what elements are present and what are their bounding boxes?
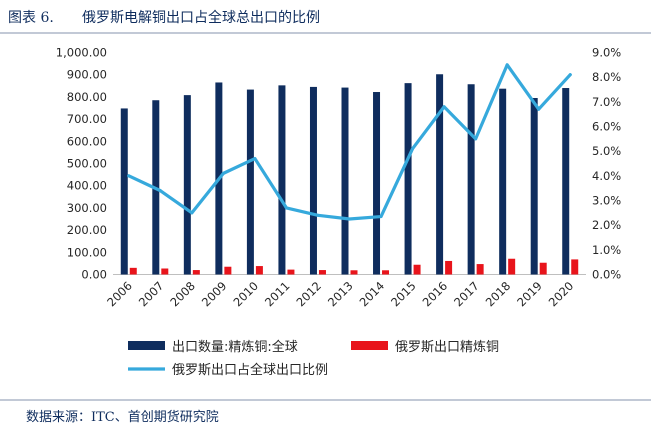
line-point <box>505 63 509 67</box>
x-tick-label: 2018 <box>483 279 514 310</box>
bar-russia-export <box>382 270 390 275</box>
line-point <box>442 105 446 109</box>
y-right-tick-label: 8.0% <box>592 70 621 84</box>
line-point <box>474 137 478 141</box>
bar-global-export <box>246 89 254 275</box>
line-point <box>316 213 320 217</box>
y-right-tick-label: 4.0% <box>592 169 621 183</box>
legend-label: 出口数量:精炼铜:全球 <box>172 339 298 355</box>
line-point <box>379 215 383 219</box>
y-left-tick-label: 800.00 <box>67 90 107 104</box>
bar-russia-export <box>413 264 421 275</box>
bar-russia-export <box>287 269 295 275</box>
bar-russia-export <box>161 268 169 275</box>
legend-label: 俄罗斯出口占全球出口比例 <box>172 362 328 378</box>
x-tick-label: 2013 <box>325 279 356 310</box>
bar-global-export <box>467 84 475 275</box>
y-right-tick-label: 3.0% <box>592 194 621 208</box>
figure-header: 图表 6. 俄罗斯电解铜出口占全球总出口的比例 <box>0 0 651 34</box>
x-tick-label: 2019 <box>514 279 545 310</box>
bar-global-export <box>530 98 538 275</box>
legend-swatch <box>351 341 388 350</box>
x-tick-label: 2015 <box>388 279 419 310</box>
bar-russia-export <box>445 260 453 275</box>
bar-global-export <box>278 85 286 275</box>
bar-global-export <box>404 83 412 275</box>
x-tick-label: 2012 <box>293 279 324 310</box>
x-tick-label: 2006 <box>104 279 135 310</box>
x-tick-label: 2007 <box>136 279 167 310</box>
bar-global-export <box>183 95 191 275</box>
x-tick-label: 2020 <box>546 279 577 310</box>
y-left-tick-label: 300.00 <box>67 201 107 215</box>
figure-number: 图表 6. <box>8 10 54 26</box>
bar-russia-export <box>129 267 137 275</box>
data-source: 数据来源：ITC、首创期货研究院 <box>26 410 219 425</box>
bar-global-export <box>373 92 381 275</box>
y-left-tick-label: 0.00 <box>81 268 107 282</box>
y-right-tick-label: 7.0% <box>592 95 621 109</box>
x-tick-label: 2011 <box>262 279 293 310</box>
bar-global-export <box>309 86 317 275</box>
x-tick-label: 2009 <box>199 279 230 310</box>
line-point <box>568 73 572 77</box>
bar-russia-export <box>318 270 326 275</box>
x-tick-label: 2010 <box>230 279 261 310</box>
bar-global-export <box>341 87 349 275</box>
bar-russia-export <box>571 259 579 275</box>
x-tick-label: 2016 <box>420 279 451 310</box>
bar-global-export <box>120 108 128 275</box>
y-right-tick-label: 6.0% <box>592 120 621 134</box>
y-right-tick-label: 2.0% <box>592 218 621 232</box>
line-point <box>221 171 225 175</box>
y-left-tick-label: 100.00 <box>67 245 107 259</box>
legend-swatch <box>128 341 165 350</box>
y-right-tick-label: 9.0% <box>592 46 621 60</box>
line-point <box>537 107 541 111</box>
y-right-tick-label: 1.0% <box>592 243 621 257</box>
line-point <box>127 174 131 178</box>
x-tick-label: 2008 <box>167 279 198 310</box>
bar-global-export <box>436 74 444 275</box>
line-point <box>284 206 288 210</box>
y-left-tick-label: 200.00 <box>67 223 107 237</box>
y-left-tick-label: 600.00 <box>67 134 107 148</box>
bar-russia-export <box>350 270 358 275</box>
bar-global-export <box>499 88 507 275</box>
combo-chart: 0.00 100.00 200.00 300.00 400.00 500.00 600.00… <box>56 46 622 379</box>
bar-russia-export <box>508 258 516 275</box>
x-tick-label: 2014 <box>357 279 388 310</box>
y-left-tick-label: 700.00 <box>67 112 107 126</box>
bar-russia-export <box>192 270 200 275</box>
legend-label: 俄罗斯出口精炼铜 <box>395 340 499 355</box>
line-point <box>158 189 162 193</box>
bar-russia-export <box>224 266 232 275</box>
line-point <box>348 217 351 221</box>
y-left-tick-label: 900.00 <box>67 68 107 82</box>
y-right-tick-label: 5.0% <box>592 144 621 158</box>
line-point <box>411 147 415 151</box>
bar-global-export <box>562 88 570 275</box>
x-tick-label: 2017 <box>451 279 482 310</box>
bar-russia-export <box>539 262 547 275</box>
line-point <box>253 157 257 161</box>
y-left-tick-label: 1,000.00 <box>56 46 107 60</box>
y-right-tick-label: 0.0% <box>592 268 621 282</box>
line-point <box>190 211 194 215</box>
y-left-tick-label: 500.00 <box>67 157 107 171</box>
bar-russia-export <box>255 266 263 275</box>
y-left-tick-label: 400.00 <box>67 179 107 193</box>
bar-russia-export <box>476 264 484 275</box>
figure-footer: 数据来源：ITC、首创期货研究院 <box>0 399 651 429</box>
figure-title: 俄罗斯电解铜出口占全球总出口的比例 <box>82 10 320 26</box>
